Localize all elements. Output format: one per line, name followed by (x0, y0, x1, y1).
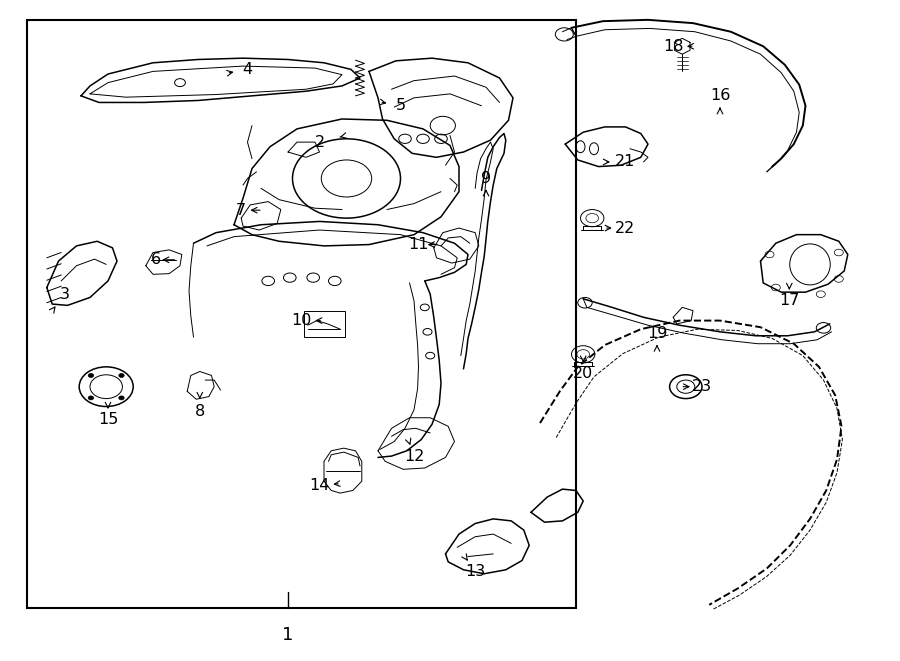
Circle shape (119, 373, 124, 377)
Text: 3: 3 (59, 287, 70, 301)
Text: 15: 15 (98, 412, 118, 427)
Text: 1: 1 (283, 625, 293, 644)
Text: 14: 14 (310, 479, 329, 493)
Text: 6: 6 (150, 253, 161, 267)
Text: 16: 16 (710, 89, 730, 103)
Text: 23: 23 (692, 379, 712, 394)
Circle shape (88, 396, 94, 400)
Text: 9: 9 (481, 171, 491, 186)
Text: 4: 4 (242, 62, 253, 77)
Text: 10: 10 (292, 313, 311, 328)
Text: 18: 18 (663, 39, 683, 54)
Circle shape (88, 373, 94, 377)
Bar (304, 311, 345, 337)
Text: 12: 12 (404, 449, 424, 463)
Text: 13: 13 (465, 564, 485, 579)
Text: 20: 20 (573, 366, 593, 381)
Circle shape (119, 396, 124, 400)
Text: 5: 5 (395, 98, 406, 113)
Text: 11: 11 (409, 237, 428, 252)
Text: 17: 17 (779, 293, 799, 308)
Text: 2: 2 (314, 135, 325, 149)
Text: 8: 8 (194, 404, 205, 418)
Text: 19: 19 (647, 327, 667, 341)
Text: 7: 7 (236, 203, 247, 217)
Text: 21: 21 (616, 155, 635, 169)
Bar (27, 20, 576, 608)
Text: 22: 22 (616, 221, 635, 235)
